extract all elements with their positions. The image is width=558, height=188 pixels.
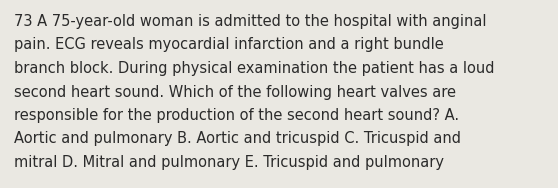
Text: branch block. During physical examination the patient has a loud: branch block. During physical examinatio… bbox=[14, 61, 494, 76]
Text: pain. ECG reveals myocardial infarction and a right bundle: pain. ECG reveals myocardial infarction … bbox=[14, 37, 444, 52]
Text: Aortic and pulmonary B. Aortic and tricuspid C. Tricuspid and: Aortic and pulmonary B. Aortic and tricu… bbox=[14, 131, 461, 146]
Text: second heart sound. Which of the following heart valves are: second heart sound. Which of the followi… bbox=[14, 84, 456, 99]
Text: responsible for the production of the second heart sound? A.: responsible for the production of the se… bbox=[14, 108, 459, 123]
Text: mitral D. Mitral and pulmonary E. Tricuspid and pulmonary: mitral D. Mitral and pulmonary E. Tricus… bbox=[14, 155, 444, 170]
Text: 73 A 75-year-old woman is admitted to the hospital with anginal: 73 A 75-year-old woman is admitted to th… bbox=[14, 14, 487, 29]
